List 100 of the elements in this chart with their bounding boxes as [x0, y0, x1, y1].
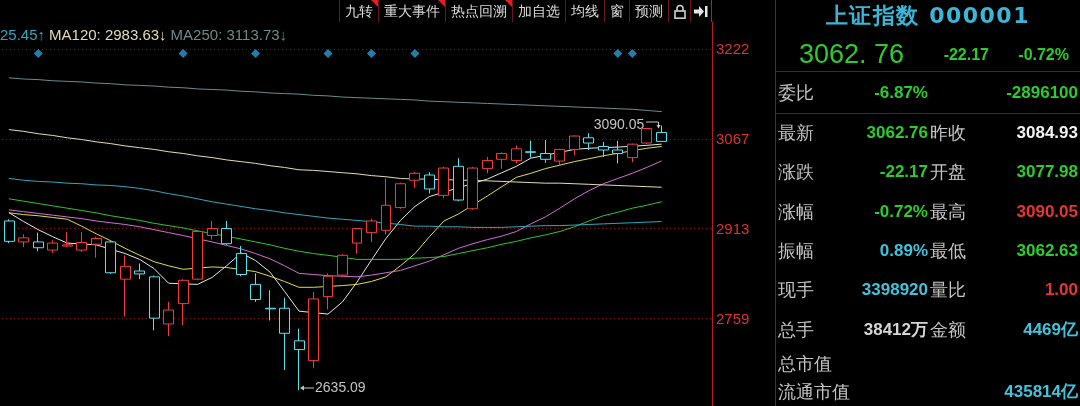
candlestick [149, 275, 160, 331]
text: 3084.93 [1016, 123, 1078, 143]
text: -22.17 [879, 162, 928, 182]
y-tick-label: 2759 [716, 309, 750, 327]
y-tick-label: 2913 [716, 220, 750, 238]
text: 涨幅 [778, 200, 814, 223]
candlestick [163, 301, 174, 337]
text: 0.89% [879, 241, 928, 261]
candlestick [366, 218, 377, 243]
candlestick [178, 278, 189, 326]
candlestick [395, 182, 406, 210]
text: 开盘 [930, 160, 966, 183]
candlestick [482, 156, 493, 174]
candlestick [250, 272, 261, 303]
text: 预测 [635, 3, 663, 19]
candlestick [598, 141, 609, 158]
candlestick [91, 236, 102, 259]
y-tick-label: 3067 [716, 130, 750, 148]
text: 流通市值 [778, 380, 850, 403]
text: 重大事件 [384, 3, 440, 19]
text: 现手 [778, 278, 814, 301]
text: 金额 [930, 318, 966, 341]
text: 振幅 [778, 239, 814, 262]
text: MA120: 2983.63↓ [49, 26, 167, 43]
text: 3077.98 [1016, 162, 1078, 182]
candlestick [438, 166, 449, 199]
candlestick [236, 245, 247, 277]
y-tick-label: 3222 [716, 40, 750, 58]
text: 最新 [778, 121, 814, 144]
line-series [8, 77, 662, 113]
candlestick [76, 231, 87, 253]
candlestick [265, 289, 276, 321]
text: -2896100 [1006, 83, 1078, 103]
candlestick [279, 297, 290, 371]
text: 均线 [571, 3, 599, 19]
candlestick [294, 328, 305, 391]
text: 1.00 [1044, 280, 1078, 300]
text: -0.72% [1018, 45, 1069, 65]
text: 加自选 [518, 3, 560, 19]
text: 25.45↑ [0, 26, 46, 43]
candlestick [33, 232, 44, 252]
line-series [8, 129, 662, 188]
line-series [8, 146, 662, 288]
candlestick [540, 139, 551, 164]
text: 总手 [778, 318, 814, 341]
text: 昨收 [930, 121, 966, 144]
candlestick [105, 240, 116, 275]
candlestick [192, 229, 203, 281]
annotation: 2635.09 [315, 379, 366, 396]
candlestick [583, 132, 594, 151]
text: -0.72% [874, 202, 928, 222]
text: 3062. 76 [799, 39, 905, 71]
candlestick [62, 231, 73, 248]
text: 最低 [930, 239, 966, 262]
text: 热点回溯 [451, 3, 507, 19]
candlestick [4, 218, 15, 244]
text: 九转 [345, 3, 373, 19]
candlestick [337, 253, 348, 278]
candlestick [323, 272, 333, 310]
candlestick [656, 125, 667, 142]
line-series [8, 198, 662, 260]
candlestick [308, 291, 319, 369]
text: 涨跌 [778, 160, 814, 183]
candlestick [424, 171, 435, 195]
annotation: 3090.05 [593, 115, 645, 132]
text: 量比 [930, 278, 966, 301]
text: 435814亿 [1004, 382, 1078, 402]
line-series [8, 143, 662, 315]
line-series [8, 178, 662, 228]
text: -22.17 [943, 45, 989, 65]
candlestick [554, 148, 565, 166]
candlestick [207, 220, 218, 241]
candlestick [221, 220, 232, 246]
candlestick [47, 239, 58, 254]
text: 委比 [778, 81, 814, 104]
text: -6.87% [874, 83, 928, 103]
candlestick [120, 254, 131, 317]
candlestick [641, 127, 652, 145]
text: 上证指数 000001 [825, 3, 1031, 29]
text: 3062.63 [1016, 241, 1078, 261]
text: 3398920 [861, 280, 928, 300]
candlestick [453, 157, 464, 202]
text: 总市值 [778, 352, 832, 375]
candlestick [627, 143, 638, 163]
text: 3062.76 [866, 123, 928, 143]
candlestick [612, 140, 623, 164]
candlestick [569, 134, 580, 156]
text: 3090.05 [1016, 202, 1078, 222]
text: MA250: 3113.73↓ [170, 26, 288, 43]
candlestick [467, 166, 478, 211]
candlestick [18, 233, 29, 248]
candlestick [511, 144, 522, 164]
candlestick [352, 227, 362, 255]
text: 4469亿 [1023, 320, 1078, 340]
line-series [8, 160, 662, 278]
candlestick [496, 151, 507, 170]
candlestick [381, 178, 391, 235]
text: 窗 [610, 3, 624, 19]
text: 38412万 [863, 320, 928, 340]
candlestick [134, 262, 145, 280]
